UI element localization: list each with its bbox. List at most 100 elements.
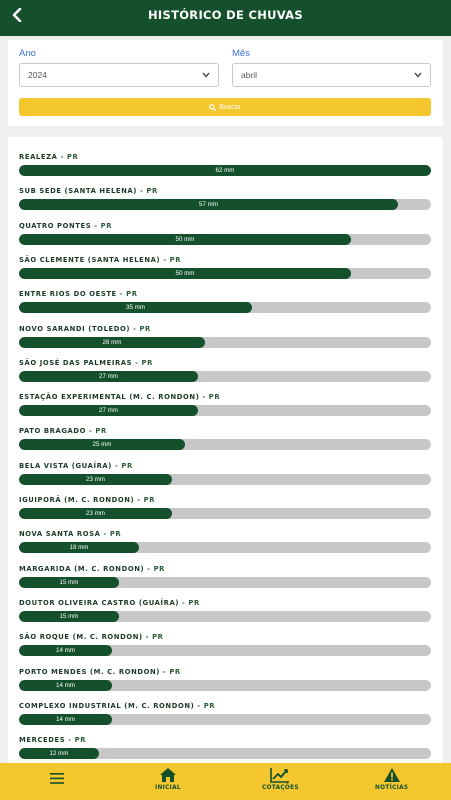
nav-inicial[interactable]: INICIAL — [155, 767, 181, 791]
station-row: MARGARIDA (M. C. RONDON) - PR 15 mm — [19, 565, 431, 588]
station-label: ENTRE RIOS DO OESTE - PR — [19, 290, 431, 298]
rain-bar-track: 28 mm — [19, 336, 431, 348]
station-name: ENTRE RIOS DO OESTE — [19, 290, 117, 299]
station-label: ESTAÇÃO EXPERIMENTAL (M. C. RONDON) - PR — [19, 393, 431, 401]
station-state: PR — [208, 393, 221, 402]
rain-value: 50 mm — [175, 269, 195, 277]
nav-cotacoes[interactable]: COTAÇÕES — [262, 767, 299, 791]
rain-bar-fill: 14 mm — [19, 679, 112, 691]
chevron-down-icon — [414, 72, 422, 78]
rain-value: 14 mm — [56, 647, 75, 655]
rain-value: 62 mm — [215, 167, 235, 174]
separator: - — [137, 187, 147, 196]
station-state: PR — [152, 633, 164, 642]
rain-value: 23 mm — [86, 475, 105, 483]
rain-bar-track: 23 mm — [19, 473, 431, 485]
separator: - — [199, 393, 209, 402]
station-state: PR — [141, 358, 153, 367]
station-label: COMPLEXO INDUSTRIAL (M. C. RONDON) - PR — [19, 702, 431, 710]
month-label: Mês — [232, 48, 250, 59]
station-name: MARGARIDA (M. C. RONDON) — [19, 564, 145, 573]
station-row: REALEZA - PR 62 mm — [19, 153, 431, 176]
station-state: PR — [188, 598, 200, 607]
nav-label: NOTÍCIAS — [375, 785, 409, 791]
station-label: SÃO CLEMENTE (SANTA HELENA) - PR — [19, 256, 431, 264]
station-row: ENTRE RIOS DO OESTE - PR 35 mm — [19, 290, 431, 314]
station-name: SUB SEDE (SANTA HELENA) — [19, 187, 137, 196]
rain-bar-track: 14 mm — [19, 713, 431, 725]
station-name: QUATRO PONTES — [19, 221, 92, 230]
page-title: HISTÓRICO DE CHUVAS — [148, 8, 303, 22]
station-name: COMPLEXO INDUSTRIAL (M. C. RONDON) — [19, 701, 195, 710]
nav-menu[interactable] — [50, 773, 64, 784]
station-name: MERCEDES — [19, 736, 66, 745]
station-row: COMPLEXO INDUSTRIAL (M. C. RONDON) - PR 1… — [19, 702, 431, 725]
search-button[interactable]: Buscar — [19, 98, 431, 116]
station-name: DOUTOR OLIVEIRA CASTRO (GUAÍRA) — [19, 598, 180, 607]
alert-icon — [383, 768, 400, 782]
back-button[interactable] — [6, 4, 28, 26]
separator: - — [179, 598, 189, 607]
station-state: PR — [100, 221, 113, 230]
rainfall-list: REALEZA - PR 62 mm SUB SEDE (SANTA HELENA)… — [8, 137, 443, 763]
rain-bar-fill: 62 mm — [19, 165, 431, 176]
station-label: BELA VISTA (GUAÍRA) - PR — [19, 462, 431, 470]
rain-value: 15 mm — [59, 578, 79, 586]
station-name: IGUIPORÃ (M. C. RONDON) — [19, 496, 135, 504]
search-icon — [209, 103, 217, 111]
bottom-nav: INICIAL COTAÇÕES NOTÍCIAS — [0, 763, 451, 800]
station-name: ESTAÇÃO EXPERIMENTAL (M. C. RONDON) — [19, 393, 200, 402]
rain-bar-fill: 14 mm — [19, 713, 112, 725]
separator: - — [160, 255, 170, 264]
rain-value: 27 mm — [99, 407, 118, 415]
chevron-down-icon — [202, 72, 210, 78]
station-row: PORTO MENDES (M. C. RONDON) - PR 14 mm — [19, 668, 431, 691]
separator: - — [112, 461, 122, 470]
rain-bar-fill: 27 mm — [19, 370, 198, 382]
home-icon — [159, 768, 176, 782]
station-row: SÃO JOSÉ DAS PALMEIRAS - PR 27 mm — [19, 359, 431, 382]
rain-bar-track: 15 mm — [19, 576, 431, 588]
station-state: PR — [169, 667, 181, 676]
station-name: SÃO JOSÉ DAS PALMEIRAS — [19, 358, 133, 367]
search-button-label: Buscar — [219, 103, 241, 111]
rain-bar-track: 14 mm — [19, 645, 431, 657]
separator: - — [132, 358, 142, 367]
rain-value: 15 mm — [59, 612, 79, 620]
rain-value: 25 mm — [92, 441, 112, 449]
rain-bar-track: 18 mm — [19, 542, 431, 554]
rain-value: 12 mm — [49, 750, 69, 758]
station-state: PR — [121, 461, 133, 470]
menu-icon — [50, 773, 64, 784]
rain-bar-track: 27 mm — [19, 370, 431, 382]
station-label: REALEZA - PR — [19, 153, 431, 161]
station-name: PORTO MENDES (M. C. RONDON) — [19, 667, 160, 676]
rain-bar-fill: 50 mm — [19, 233, 351, 245]
rain-value: 57 mm — [199, 201, 218, 209]
station-label: DOUTOR OLIVEIRA CASTRO (GUAÍRA) - PR — [19, 599, 431, 607]
station-state: PR — [139, 324, 151, 333]
rain-bar-fill: 27 mm — [19, 405, 198, 417]
station-state: PR — [203, 701, 216, 710]
separator: - — [194, 701, 204, 710]
separator: - — [91, 221, 101, 230]
separator: - — [86, 427, 96, 436]
chevron-left-icon — [12, 8, 22, 22]
rain-value: 27 mm — [99, 372, 118, 380]
month-select[interactable]: abril — [232, 63, 431, 87]
station-name: REALEZA — [19, 153, 58, 161]
station-row: NOVO SARANDI (TOLEDO) - PR 28 mm — [19, 325, 431, 348]
rain-bar-fill: 15 mm — [19, 610, 119, 622]
rain-value: 18 mm — [69, 544, 89, 552]
separator: - — [100, 530, 110, 539]
nav-noticias[interactable]: NOTÍCIAS — [375, 767, 408, 791]
rain-bar-fill: 23 mm — [19, 508, 172, 519]
filter-card: Ano 2024 Mês abril Buscar — [8, 40, 443, 126]
station-row: IGUIPORÃ (M. C. RONDON) - PR 23 mm — [19, 496, 431, 519]
rain-bar-track: 23 mm — [19, 508, 431, 519]
year-select[interactable]: 2024 — [19, 63, 219, 87]
station-row: DOUTOR OLIVEIRA CASTRO (GUAÍRA) - PR 15 m… — [19, 599, 431, 622]
separator: - — [57, 153, 67, 161]
station-state: PR — [153, 564, 165, 573]
separator: - — [130, 324, 140, 333]
